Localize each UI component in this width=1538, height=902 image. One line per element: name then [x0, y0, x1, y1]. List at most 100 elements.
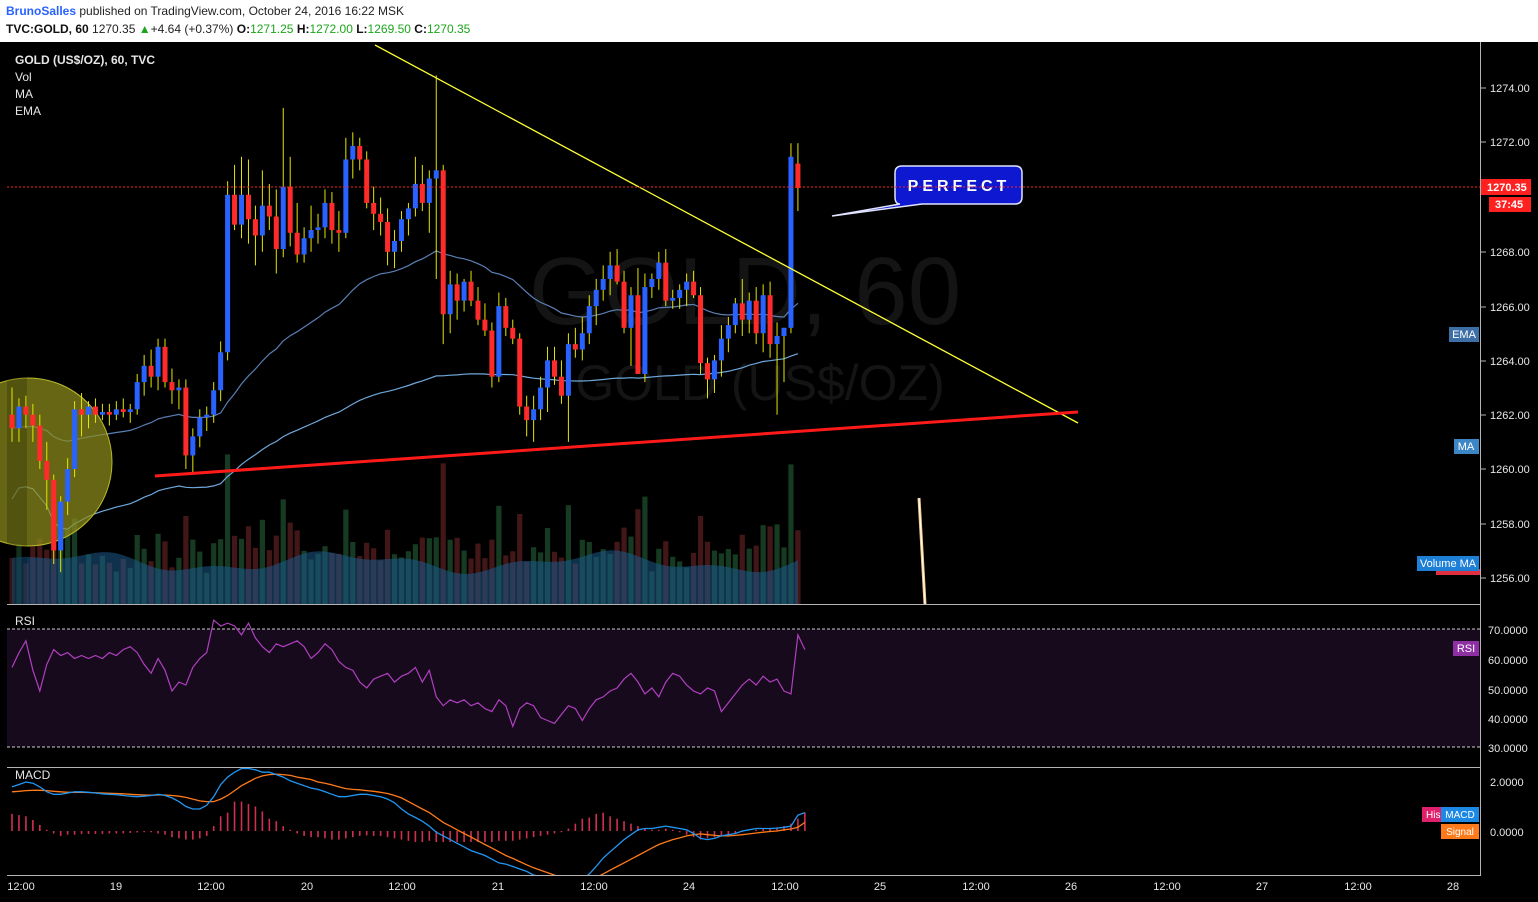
candle-up[interactable] — [461, 281, 467, 301]
candle-up[interactable] — [127, 409, 133, 412]
candle-up[interactable] — [308, 230, 314, 239]
candle-down[interactable] — [482, 319, 488, 331]
candle-down[interactable] — [753, 300, 759, 334]
candle-up[interactable] — [684, 281, 690, 290]
candle-up[interactable] — [433, 170, 439, 179]
candle-up[interactable] — [531, 409, 537, 421]
candle-up[interactable] — [392, 240, 398, 252]
candle-down[interactable] — [621, 281, 627, 328]
candle-up[interactable] — [204, 414, 210, 418]
candle-up[interactable] — [586, 306, 592, 334]
candle-down[interactable] — [232, 194, 238, 225]
candle-up[interactable] — [788, 156, 794, 328]
candle-down[interactable] — [245, 194, 251, 220]
candle-down[interactable] — [252, 219, 258, 236]
candle-down[interactable] — [705, 363, 710, 380]
candle-down[interactable] — [106, 411, 112, 415]
legend-volume[interactable]: Vol — [15, 70, 32, 84]
candle-up[interactable] — [86, 406, 92, 415]
author-link[interactable]: BrunoSalles — [6, 4, 77, 18]
candle-down[interactable] — [23, 406, 29, 415]
candle-up[interactable] — [197, 417, 203, 437]
candle-up[interactable] — [538, 387, 544, 410]
candle-up[interactable] — [496, 306, 502, 377]
candle-down[interactable] — [37, 425, 43, 461]
signal-line[interactable] — [11, 773, 806, 882]
candle-up[interactable] — [781, 327, 787, 336]
candle-down[interactable] — [517, 338, 523, 407]
candle-down[interactable] — [551, 360, 557, 377]
chart-canvas[interactable]: GOLD, 60 GOLD (US$/OZ) PERFECT GOLD (US$… — [0, 42, 1538, 902]
candle-up[interactable] — [677, 289, 683, 298]
candle-up[interactable] — [725, 325, 731, 339]
candle-up[interactable] — [545, 360, 551, 388]
candle-up[interactable] — [600, 278, 606, 290]
candle-up[interactable] — [16, 406, 22, 429]
candle-up[interactable] — [350, 145, 356, 160]
candle-down[interactable] — [183, 387, 189, 456]
candle-down[interactable] — [336, 230, 342, 233]
descending-trendline[interactable] — [374, 44, 1079, 424]
candle-down[interactable] — [120, 409, 126, 412]
candle-up[interactable] — [225, 194, 231, 353]
candle-up[interactable] — [58, 501, 64, 551]
candle-up[interactable] — [343, 159, 349, 233]
candle-up[interactable] — [65, 469, 71, 502]
candle-down[interactable] — [357, 145, 363, 160]
candle-up[interactable] — [72, 409, 78, 469]
candle-up[interactable] — [301, 238, 307, 255]
ema-line[interactable] — [11, 250, 799, 442]
candle-down[interactable] — [169, 382, 175, 391]
candle-down[interactable] — [558, 376, 564, 396]
candle-down[interactable] — [524, 406, 530, 421]
candle-down[interactable] — [454, 284, 460, 301]
candle-up[interactable] — [732, 303, 738, 326]
candle-up[interactable] — [628, 295, 634, 328]
candle-down[interactable] — [148, 365, 154, 377]
candle-up[interactable] — [565, 344, 571, 396]
symbol-label[interactable]: TVC:GOLD, 60 — [6, 22, 89, 36]
candle-up[interactable] — [656, 262, 662, 279]
perfect-callout[interactable] — [831, 165, 1023, 217]
candle-down[interactable] — [475, 300, 481, 320]
candle-up[interactable] — [405, 208, 411, 220]
candle-up[interactable] — [141, 365, 147, 383]
candle-down[interactable] — [378, 213, 384, 222]
candle-down[interactable] — [468, 281, 474, 301]
candle-down[interactable] — [287, 186, 293, 233]
candle-up[interactable] — [190, 436, 196, 456]
candle-up[interactable] — [134, 382, 140, 410]
candle-down[interactable] — [364, 159, 370, 203]
candle-down[interactable] — [489, 330, 495, 377]
candle-up[interactable] — [259, 205, 265, 236]
candle-up[interactable] — [176, 387, 182, 391]
candle-down[interactable] — [614, 265, 620, 282]
candle-up[interactable] — [426, 178, 432, 203]
candle-down[interactable] — [510, 327, 516, 339]
candle-down[interactable] — [635, 295, 641, 374]
macd-line[interactable] — [11, 767, 806, 885]
candle-up[interactable] — [718, 338, 724, 361]
candle-up[interactable] — [155, 346, 161, 377]
macd-label[interactable]: MACD — [15, 768, 51, 782]
candle-down[interactable] — [92, 406, 98, 415]
candle-up[interactable] — [218, 352, 224, 391]
candle-down[interactable] — [51, 479, 57, 551]
candle-up[interactable] — [593, 289, 599, 307]
legend-ema[interactable]: EMA — [15, 104, 41, 118]
candle-down[interactable] — [739, 303, 745, 320]
candle-down[interactable] — [572, 344, 578, 350]
candle-up[interactable] — [113, 409, 119, 415]
candle-up[interactable] — [99, 411, 105, 415]
candle-down[interactable] — [767, 295, 773, 345]
candle-up[interactable] — [670, 297, 676, 301]
candle-down[interactable] — [503, 306, 509, 328]
candle-down[interactable] — [329, 202, 335, 231]
candle-down[interactable] — [273, 216, 279, 250]
candle-up[interactable] — [711, 360, 717, 380]
candle-down[interactable] — [698, 295, 704, 364]
legend-ma[interactable]: MA — [15, 87, 33, 101]
candle-up[interactable] — [447, 284, 453, 315]
candle-up[interactable] — [322, 202, 328, 228]
candle-up[interactable] — [280, 186, 286, 250]
